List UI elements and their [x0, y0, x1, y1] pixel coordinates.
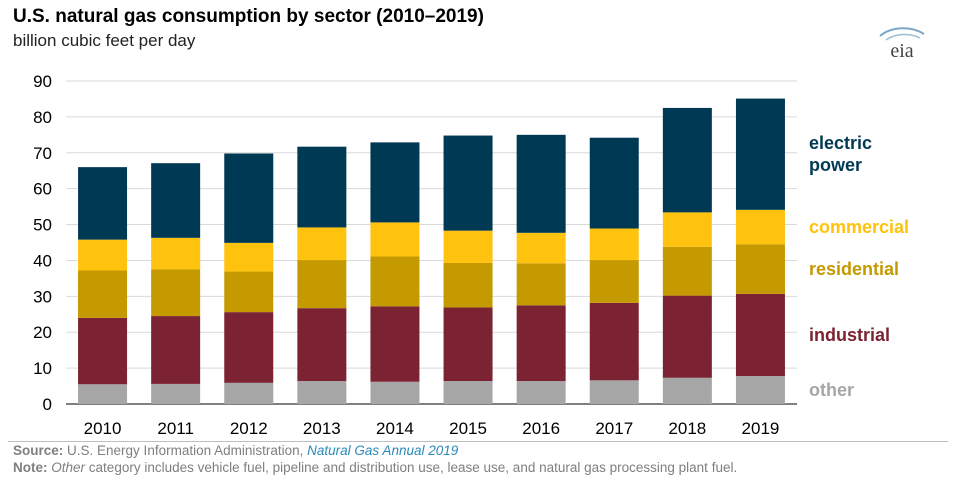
- bar-segment-commercial: [589, 228, 639, 261]
- y-tick-label: 50: [33, 216, 52, 235]
- note-text: category includes vehicle fuel, pipeline…: [88, 460, 738, 475]
- legend-label-residential: residential: [809, 259, 899, 279]
- x-tick-label: 2018: [668, 419, 706, 438]
- legend-label-industrial: industrial: [809, 325, 890, 345]
- bar-segment-industrial: [589, 302, 639, 381]
- bar-segment-residential: [735, 244, 785, 294]
- y-tick-label: 80: [33, 108, 52, 127]
- y-tick-label: 40: [33, 251, 52, 270]
- x-tick-label: 2016: [522, 419, 560, 438]
- bar-segment-electric-power: [443, 135, 493, 231]
- bar-segment-commercial: [370, 222, 420, 257]
- bar-segment-other: [78, 384, 128, 404]
- bar-segment-commercial: [735, 209, 785, 245]
- bar-segment-residential: [151, 269, 201, 317]
- bar-segment-electric-power: [516, 134, 566, 233]
- bar-segment-other: [443, 381, 493, 404]
- bar-segment-other: [735, 376, 785, 404]
- bar-segment-commercial: [151, 237, 201, 270]
- x-tick-label: 2013: [303, 419, 341, 438]
- bar-segment-industrial: [443, 307, 493, 382]
- y-tick-label: 20: [33, 323, 52, 342]
- bar-segment-electric-power: [735, 98, 785, 210]
- bar-segment-other: [589, 380, 639, 404]
- y-tick-label: 70: [33, 144, 52, 163]
- bar-segment-electric-power: [370, 142, 420, 223]
- bar-segment-industrial: [735, 293, 785, 377]
- stacked-bar-chart: 0 10 20 30 40 50 60 70 80 90 2010 2011 2012 2013 2014 2…: [33, 72, 909, 438]
- bar-segment-residential: [443, 262, 493, 308]
- bar-segment-industrial: [297, 308, 347, 382]
- x-tick-label: 2017: [595, 419, 633, 438]
- note-label: Note:: [13, 460, 48, 475]
- bar-segment-commercial: [78, 239, 128, 271]
- bar-segment-commercial: [224, 242, 274, 272]
- source-label: Source:: [13, 443, 64, 458]
- bar-segment-other: [370, 381, 420, 404]
- bar-segment-industrial: [224, 312, 274, 383]
- bar-segment-electric-power: [297, 146, 347, 228]
- bar-segment-residential: [589, 260, 639, 303]
- bar-segment-other: [224, 382, 274, 404]
- legend-label-electric-power: electric: [809, 133, 872, 153]
- note-italic: Other: [51, 460, 86, 475]
- bar-segment-industrial: [370, 306, 420, 382]
- bar-segment-residential: [516, 263, 566, 306]
- bar-segment-industrial: [78, 317, 128, 385]
- footer-divider: [8, 441, 948, 442]
- bar-segment-other: [662, 377, 712, 404]
- x-tick-label: 2019: [742, 419, 780, 438]
- bar-segment-electric-power: [78, 167, 128, 240]
- y-tick-label: 30: [33, 287, 52, 306]
- x-tick-label: 2014: [376, 419, 414, 438]
- legend-label-other: other: [809, 380, 854, 400]
- bar-segment-commercial: [662, 212, 712, 247]
- source-link[interactable]: Natural Gas Annual 2019: [307, 443, 459, 458]
- bar-segment-other: [151, 383, 201, 404]
- bar-segment-commercial: [443, 230, 493, 263]
- bar-segment-industrial: [662, 295, 712, 378]
- x-tick-label: 2015: [449, 419, 487, 438]
- eia-logo: eia: [879, 27, 925, 62]
- y-tick-label: 10: [33, 359, 52, 378]
- y-tick-label: 60: [33, 180, 52, 199]
- bar-segment-other: [297, 381, 347, 404]
- bar-segment-residential: [78, 270, 128, 318]
- bar-segment-commercial: [297, 227, 347, 261]
- bar-segment-electric-power: [224, 153, 274, 243]
- x-tick-label: 2010: [84, 419, 122, 438]
- bar-segment-commercial: [516, 232, 566, 264]
- bar-segment-industrial: [151, 316, 201, 384]
- x-tick-label: 2012: [230, 419, 268, 438]
- source-line: Source: U.S. Energy Information Administ…: [13, 443, 458, 458]
- bar-segment-residential: [297, 260, 347, 309]
- note-line: Note: Other category includes vehicle fu…: [13, 460, 737, 475]
- y-tick-label: 0: [43, 395, 52, 414]
- bar-segment-residential: [662, 246, 712, 296]
- bar-segment-electric-power: [662, 107, 712, 213]
- bar-segment-other: [516, 381, 566, 404]
- source-text: U.S. Energy Information Administration,: [67, 443, 304, 458]
- eia-logo-text: eia: [890, 40, 913, 62]
- bar-segment-residential: [370, 256, 420, 307]
- bar-segment-residential: [224, 271, 274, 313]
- chart-title: U.S. natural gas consumption by sector (…: [13, 6, 484, 27]
- bar-segment-electric-power: [151, 163, 201, 238]
- x-tick-label: 2011: [157, 419, 194, 438]
- bar-segment-industrial: [516, 305, 566, 382]
- legend-label-electric-power: power: [809, 155, 862, 175]
- y-tick-label: 90: [33, 72, 52, 91]
- chart-subtitle: billion cubic feet per day: [13, 31, 196, 50]
- bar-segment-electric-power: [589, 137, 639, 229]
- legend-label-commercial: commercial: [809, 217, 909, 237]
